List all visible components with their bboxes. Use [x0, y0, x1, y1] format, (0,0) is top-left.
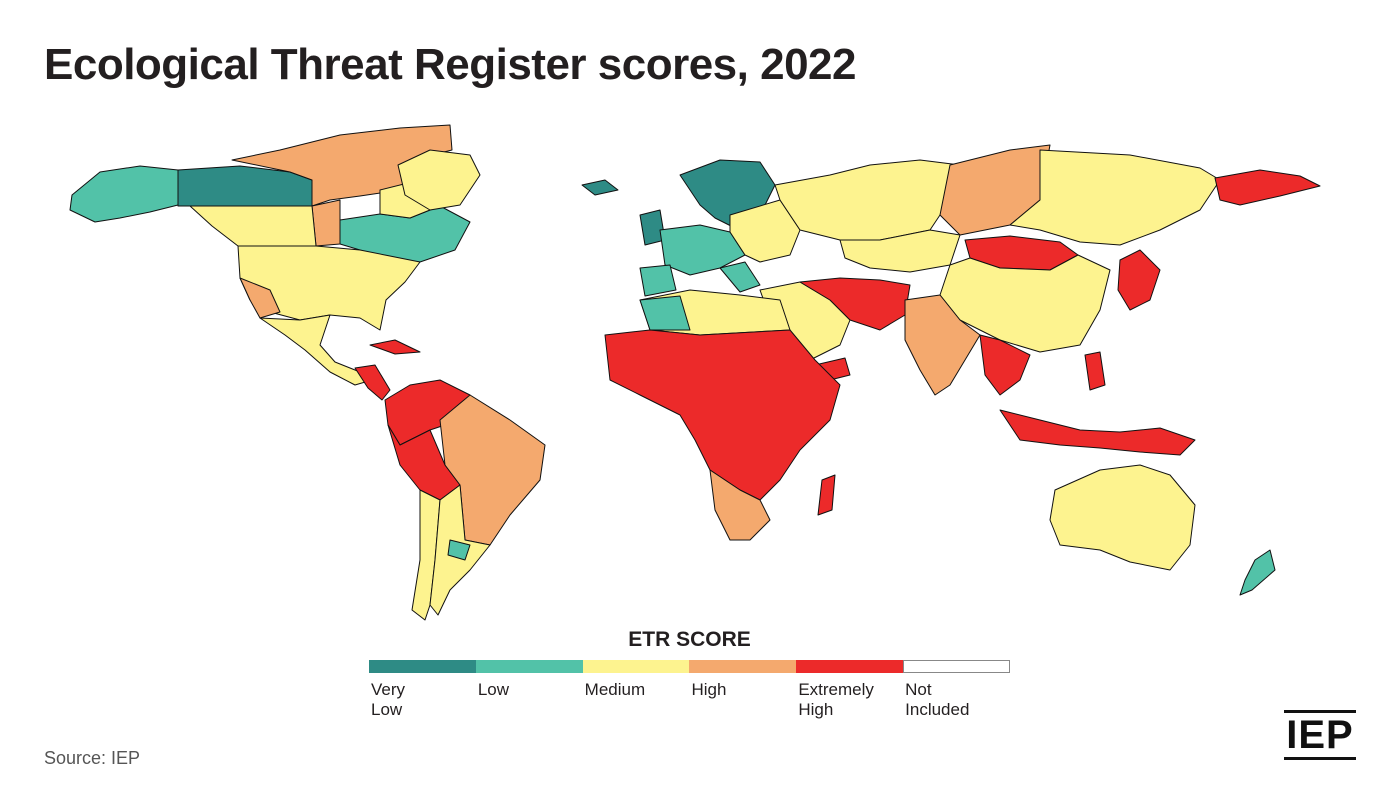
region-greenland: [397, 149, 481, 211]
region-indonesia: [999, 409, 1196, 456]
region-iceland: [581, 179, 619, 196]
region-southern-africa: [709, 469, 771, 541]
iep-logo: IEP: [1284, 710, 1356, 760]
region-australia: [1049, 464, 1196, 571]
legend-swatch-low: [475, 660, 583, 673]
region-madagascar: [817, 474, 836, 516]
region-brazil: [439, 394, 546, 546]
region-philippines: [1084, 351, 1106, 391]
legend-swatch-extremely-high: [796, 660, 904, 673]
region-south-america-low: [447, 539, 471, 561]
region-russia-west: [774, 159, 961, 241]
region-india: [904, 294, 981, 396]
logo-text: IEP: [1286, 713, 1354, 757]
legend-label-very-low: Very Low: [371, 680, 406, 719]
region-new-zealand: [1239, 549, 1276, 596]
region-cuba: [369, 339, 421, 355]
region-iberia: [639, 264, 677, 297]
source-note: Source: IEP: [44, 748, 141, 768]
legend-label-not-included: Not Included: [905, 680, 970, 719]
legend-labels: Very Low Low Medium High Extremely High …: [369, 680, 1010, 720]
legend-swatch-very-low: [369, 660, 476, 673]
world-map: [0, 110, 1400, 630]
region-oceania: [1049, 464, 1276, 596]
legend-label-low: Low: [477, 680, 510, 699]
region-north-africa-low: [639, 295, 691, 331]
region-usa-southwest: [239, 277, 281, 319]
legend-swatch-high: [689, 660, 797, 673]
chart-title: Ecological Threat Register scores, 2022: [44, 40, 857, 89]
region-mexico: [259, 314, 373, 386]
legend-swatch-medium: [582, 660, 690, 673]
legend-swatch-not-included: [903, 660, 1010, 673]
legend-label-extremely-high: Extremely High: [798, 680, 874, 719]
region-russia-east: [1009, 149, 1221, 246]
region-canada-central: [311, 199, 341, 247]
region-central-america: [354, 364, 391, 401]
logo-bottom-rule: [1284, 757, 1356, 760]
region-balkans: [719, 261, 761, 293]
legend-title: ETR SCORE: [628, 628, 751, 651]
region-alaska: [69, 165, 179, 223]
region-sub-saharan: [604, 329, 841, 501]
region-southeast-asia: [979, 334, 1031, 396]
logo-top-rule: [1284, 710, 1356, 713]
region-north-america: [69, 124, 481, 401]
region-south-america: [384, 379, 546, 621]
legend: ETR SCORE Very Low Low Medium High Extre…: [369, 628, 1010, 720]
region-europe: [581, 159, 801, 297]
region-africa: [604, 289, 841, 541]
region-russia-far-east: [1214, 169, 1321, 206]
region-asia: [759, 144, 1321, 456]
legend-label-high: High: [691, 680, 727, 699]
legend-bar: [369, 660, 1010, 673]
region-canada-south: [189, 205, 317, 247]
legend-label-medium: Medium: [584, 680, 646, 699]
region-korea-japan: [1117, 249, 1161, 311]
